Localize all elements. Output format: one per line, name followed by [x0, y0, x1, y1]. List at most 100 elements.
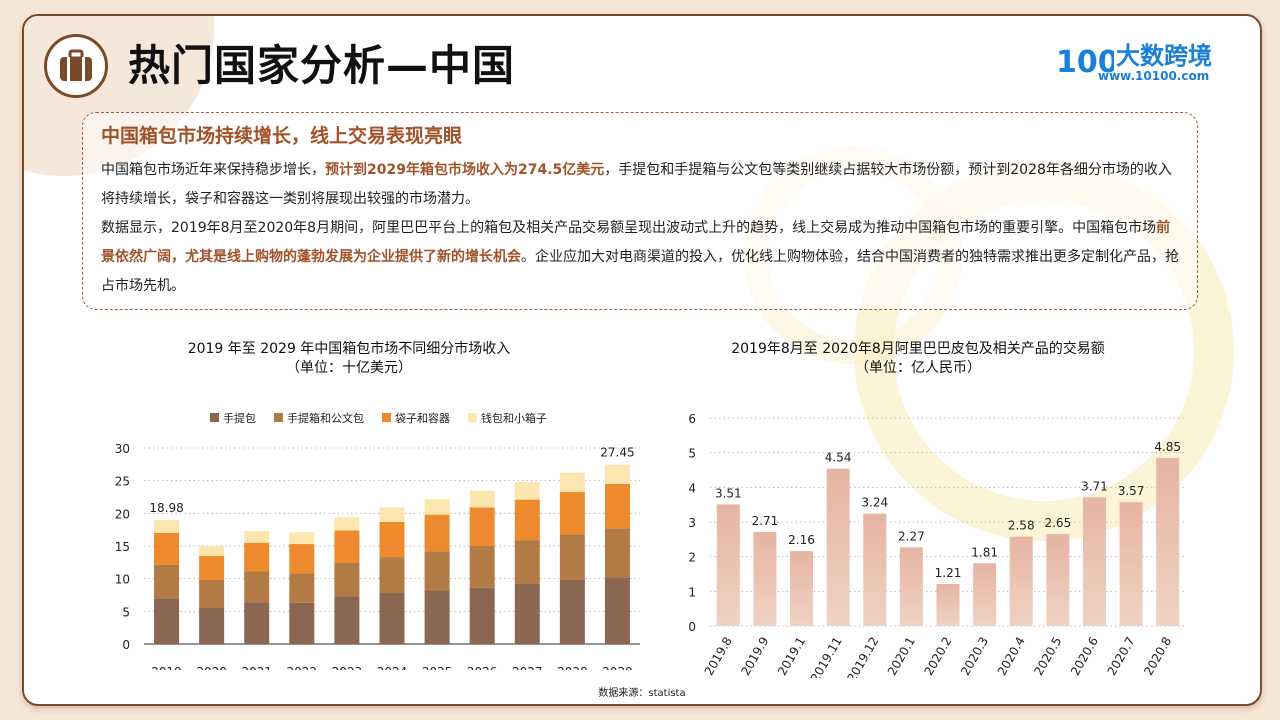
value-label: 2.71: [752, 514, 779, 528]
bar: [1082, 497, 1106, 626]
y-tick-label: 4: [688, 481, 696, 495]
summary-subtitle: 中国箱包市场持续增长，线上交易表现亮眼: [101, 125, 463, 147]
value-label: 2.27: [898, 529, 925, 543]
total-label: 27.45: [600, 446, 634, 460]
bar-segment: [334, 596, 360, 644]
bar: [790, 551, 814, 626]
chart2-bar-chart: 0 1 2 3 4 5 6 3.51 2019.8 2.71 2019.9 2.16 2019.1 4.5…: [688, 412, 1186, 679]
bar: [826, 468, 850, 626]
bar-segment: [289, 544, 315, 574]
x-tick-label: 2021: [241, 665, 272, 670]
bar: [753, 532, 777, 626]
value-label: 1.21: [935, 566, 962, 580]
x-tick-label: 2019.8: [702, 635, 735, 678]
chart1-subtitle: （单位：十亿美元）: [286, 360, 412, 376]
x-tick-label: 2019.9: [738, 635, 771, 678]
summary-box: 中国箱包市场持续增长，线上交易表现亮眼 中国箱包市场近年来保持稳步增长，预计到2…: [82, 112, 1198, 310]
chart1-title-block: 2019 年至 2029 年中国箱包市场不同细分市场收入 （单位：十亿美元）: [124, 340, 574, 378]
legend-swatch: [210, 413, 219, 422]
summary-paragraph-2: 数据显示，2019年8月至2020年8月期间，阿里巴巴平台上的箱包及相关产品交易…: [101, 214, 1181, 301]
x-tick-label: 2020.3: [958, 635, 991, 678]
bar-segment: [379, 593, 405, 644]
bar: [1046, 534, 1070, 626]
bar-segment: [334, 517, 360, 531]
bar-segment: [559, 472, 585, 492]
bar-segment: [559, 579, 585, 644]
legend-item: 手提包: [210, 411, 256, 425]
bar: [863, 513, 887, 626]
x-tick-label: 2029: [602, 665, 633, 670]
legend-label: 袋子和容器: [395, 411, 450, 425]
x-tick-label: 2019.1: [775, 635, 808, 678]
bar: [1119, 502, 1143, 626]
value-label: 3.57: [1118, 484, 1145, 498]
logo-name: 大数跨境: [1116, 42, 1212, 70]
bar-segment: [559, 534, 585, 580]
bar-segment: [289, 532, 315, 545]
legend-swatch: [468, 413, 477, 422]
bar-segment: [244, 542, 270, 572]
bar-segment: [154, 532, 180, 565]
x-tick-label: 2023: [332, 665, 363, 670]
bar-segment: [244, 602, 270, 644]
logo-mark-icon: 100: [1056, 45, 1114, 80]
legend-label: 手提包: [223, 411, 256, 425]
y-tick-label: 25: [115, 475, 130, 489]
bar-segment: [199, 546, 225, 556]
bar-segment: [289, 602, 315, 644]
bar-segment: [154, 519, 180, 533]
y-tick-label: 5: [122, 605, 130, 619]
bar-segment: [604, 577, 630, 644]
bar-segment: [244, 571, 270, 603]
chart2-title-block: 2019年8月至 2020年8月阿里巴巴皮包及相关产品的交易额 （单位：亿人民币…: [678, 340, 1158, 378]
y-tick-label: 10: [115, 573, 130, 587]
x-tick-label: 2020.2: [921, 635, 954, 678]
bar-segment: [424, 551, 450, 591]
value-label: 3.71: [1081, 479, 1108, 493]
y-tick-label: 30: [115, 442, 130, 456]
para2-highlight: 前景依然广阔，尤其是线上购物的蓬勃发展为企业提供了新的增长机会: [101, 220, 1171, 265]
chart2-subtitle: （单位：亿人民币）: [855, 360, 981, 376]
para1-highlight: 预计到2029年箱包市场收入为274.5亿美元: [325, 162, 605, 178]
bar-segment: [424, 514, 450, 552]
bar-segment: [199, 607, 225, 644]
bar: [716, 504, 740, 626]
bar-segment: [154, 564, 180, 599]
y-tick-label: 0: [122, 638, 130, 652]
legend-label: 钱包和小箱子: [481, 411, 547, 425]
bar-segment: [424, 590, 450, 644]
bar-segment: [199, 579, 225, 608]
value-label: 2.58: [1008, 519, 1035, 533]
x-tick-label: 2020.6: [1068, 635, 1101, 678]
para1-text-a: 中国箱包市场近年来保持稳步增长，: [101, 162, 325, 178]
value-label: 2.65: [1044, 516, 1071, 530]
slide-frame: 热门国家分析—中国 100 大数跨境 www.10100.com 中国箱包市场持…: [22, 14, 1262, 706]
bar-segment: [469, 587, 495, 644]
bar-segment: [154, 598, 180, 644]
y-tick-label: 15: [115, 540, 130, 554]
page-title: 热门国家分析—中国: [128, 41, 516, 90]
x-tick-label: 2024: [377, 665, 408, 670]
bar-segment: [514, 540, 540, 584]
x-tick-label: 2020: [196, 665, 227, 670]
bar: [1009, 536, 1033, 626]
para2-text-b: 。企业应加大对电商渠道的投入，优化线上购物体验，结合中国消费者的独特需求推出更多…: [101, 249, 1179, 294]
x-tick-label: 2020.4: [995, 635, 1028, 678]
bar-segment: [289, 573, 315, 603]
value-label: 1.81: [971, 545, 998, 559]
summary-paragraph-1: 中国箱包市场近年来保持稳步增长，预计到2029年箱包市场收入为274.5亿美元，…: [101, 156, 1181, 214]
bar-segment: [514, 499, 540, 541]
x-tick-label: 2019.12: [844, 635, 881, 679]
legend-label: 手提箱和公文包: [287, 411, 364, 425]
bar-segment: [559, 491, 585, 535]
bar: [936, 584, 960, 626]
x-tick-label: 2028: [557, 665, 588, 670]
x-tick-label: 2019: [151, 665, 182, 670]
bar-segment: [604, 464, 630, 484]
brand-logo: 100 大数跨境 www.10100.com: [1054, 36, 1244, 88]
logo-mark-text: 100: [1056, 45, 1114, 80]
bar-segment: [379, 557, 405, 594]
para1-text-b: ，手提包和手提箱与公文包等类别继续占据较大市场份额，预计到2028年各细分市场的…: [101, 162, 1172, 207]
total-label: 18.98: [149, 501, 183, 515]
